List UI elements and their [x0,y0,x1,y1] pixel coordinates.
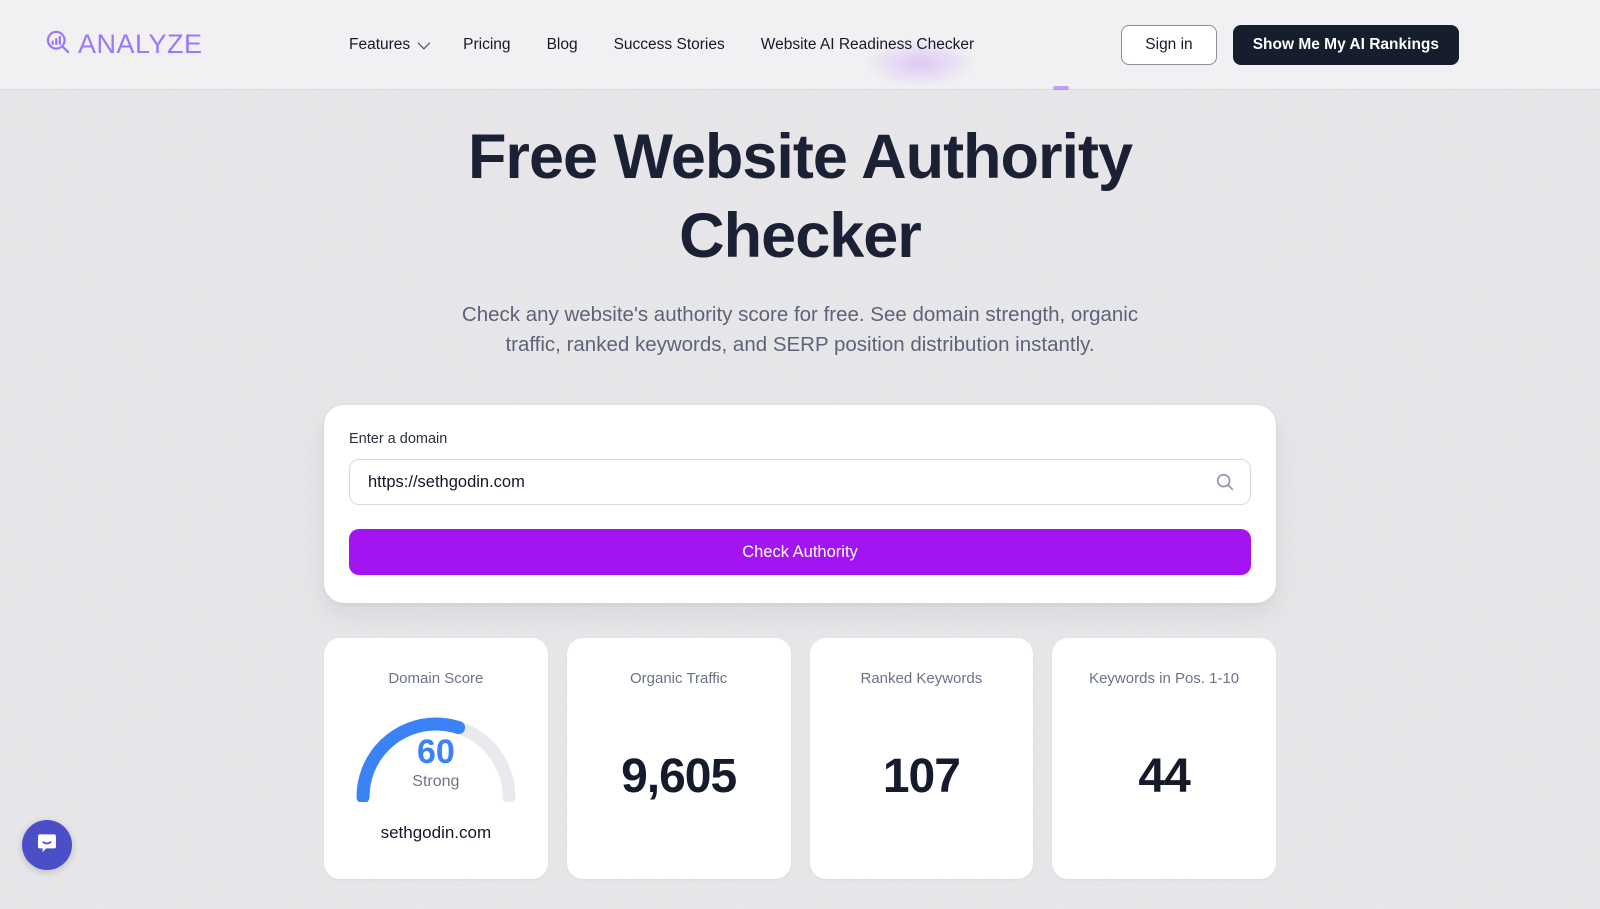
domain-input-wrap [349,459,1251,505]
nav-item-features[interactable]: Features [349,36,431,54]
page-title: Free Website Authority Checker [467,122,1133,271]
domain-checker-card: Enter a domain Check Authority [324,405,1276,603]
nav-item-blog[interactable]: Blog [546,35,578,53]
nav-item-ai-readiness-checker[interactable]: Website AI Readiness Checker [760,35,975,53]
page-subtitle: Check any website's authority score for … [461,303,1139,356]
brand-name: ANALYZE [78,29,203,59]
main-nav: Features Pricing Blog Success Stories We… [349,0,974,89]
domain-score-value: 60 [416,733,455,771]
organic-traffic-value: 9,605 [621,749,737,803]
check-authority-button[interactable]: Check Authority [349,529,1251,575]
stat-label: Ranked Keywords [860,670,983,687]
domain-score-gauge: 60 Strong [351,702,521,804]
stat-label: Domain Score [388,670,484,687]
checked-domain: sethgodin.com [380,823,492,842]
sign-in-button[interactable]: Sign in [1121,24,1217,65]
hero-section: Free Website Authority Checker Check any… [0,90,1600,879]
decor-purple-dash [1053,86,1069,90]
domain-input-label: Enter a domain [349,431,448,447]
chevron-down-icon [417,36,431,50]
organic-traffic-card: Organic Traffic 9,605 [566,638,791,879]
chat-launcher-button[interactable] [22,820,72,870]
search-icon [1214,471,1236,498]
analyze-magnifier-chart-icon [45,29,72,61]
stat-label: Keywords in Pos. 1-10 [1089,670,1240,687]
show-ai-rankings-button[interactable]: Show Me My AI Rankings [1232,24,1459,65]
ranked-keywords-card: Ranked Keywords 107 [809,638,1034,879]
gauge-text: 60 Strong [351,734,521,794]
ranked-keywords-value: 107 [882,749,961,803]
brand-logo[interactable]: ANALYZE [45,0,203,89]
stat-label: Organic Traffic [629,670,728,687]
results-row: Domain Score 60 Strong sethgodin.com Org… [324,638,1276,879]
nav-item-success-stories[interactable]: Success Stories [613,35,725,53]
keywords-pos-1-10-value: 44 [1138,749,1190,803]
top-navbar: ANALYZE Features Pricing Blog Success St… [0,0,1600,96]
auth-actions: Sign in Show Me My AI Rankings [1121,0,1459,89]
decor-purple-glow [845,30,995,96]
chat-bubble-icon [34,830,60,861]
nav-item-pricing[interactable]: Pricing [463,35,511,53]
domain-input[interactable] [349,459,1251,505]
domain-score-rating: Strong [412,773,460,790]
keywords-pos-1-10-card: Keywords in Pos. 1-10 44 [1052,638,1276,879]
domain-score-card: Domain Score 60 Strong sethgodin.com [324,638,548,879]
